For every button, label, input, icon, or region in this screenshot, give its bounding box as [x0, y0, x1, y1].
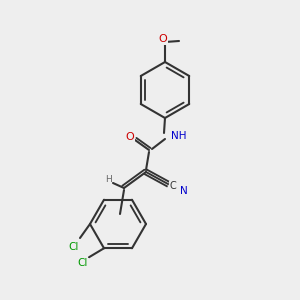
Text: Cl: Cl: [69, 242, 79, 252]
Text: O: O: [126, 132, 134, 142]
Text: C: C: [169, 181, 176, 191]
Text: H: H: [105, 175, 111, 184]
Text: O: O: [159, 34, 167, 44]
Text: N: N: [180, 186, 188, 196]
Text: NH: NH: [171, 131, 187, 141]
Text: Cl: Cl: [78, 258, 88, 268]
